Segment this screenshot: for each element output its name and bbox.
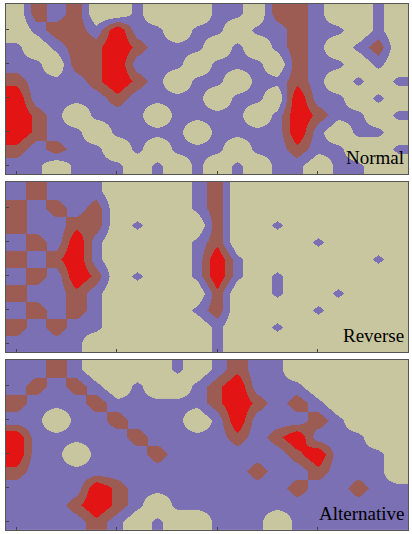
svg-text:Normal: Normal: [346, 147, 404, 168]
svg-text:Alternative: Alternative: [319, 503, 404, 524]
svg-text:Reverse: Reverse: [343, 325, 404, 346]
